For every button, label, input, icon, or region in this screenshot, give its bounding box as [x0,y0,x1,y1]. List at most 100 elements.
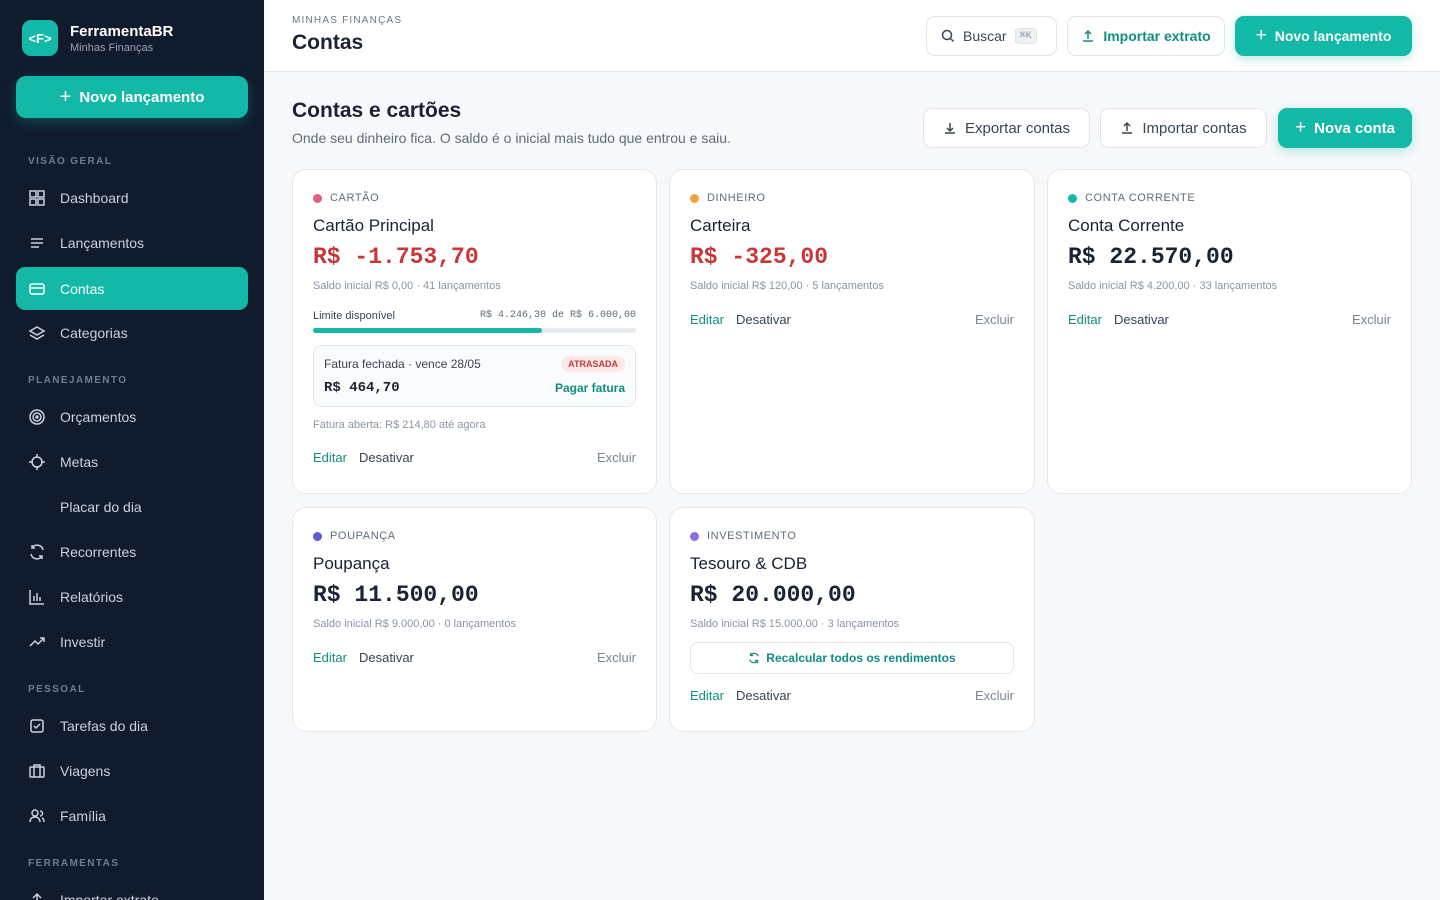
plus-icon: + [59,85,72,108]
account-type: POUPANÇA [330,530,396,542]
nav-item[interactable]: Dashboard [16,176,248,219]
disable-link[interactable]: Desativar [1113,312,1169,327]
page-title: Contas [292,31,364,54]
invoice-title: Fatura fechada · vence 28/05 [324,357,481,371]
new-entry-button[interactable]: + Novo lançamento [1235,16,1412,56]
account-name: Poupança [313,554,390,573]
import-button[interactable]: Importar contas [1100,108,1267,148]
new-account-button[interactable]: + Nova conta [1278,108,1412,148]
nav-item[interactable]: Viagens [16,749,248,792]
account-details: Saldo inicial R$ 4.200,00 · 33 lançament… [1068,280,1278,292]
limit-label: Limite disponível [313,310,395,322]
account-details: Saldo inicial R$ 120,00 · 5 lançamentos [690,280,884,292]
label: Importar extrato [1103,28,1211,44]
brand[interactable]: <F> FerramentaBR Minhas Finanças [22,20,173,56]
edit-link[interactable]: Editar [313,650,347,665]
invoice-status: ATRASADA [561,356,625,372]
limit-bar [313,328,636,333]
delete-link[interactable]: Excluir [974,688,1014,703]
section-title: PLANEJAMENTO [28,375,128,386]
account-type: CARTÃO [330,192,380,204]
label: Família [60,807,106,824]
logo: <F> [22,20,58,56]
nav-item[interactable]: Orçamentos [16,395,248,438]
label: Recalcular todos os rendimentos [766,651,956,665]
account-balance: R$ -325,00 [690,244,829,270]
new-entry-button[interactable]: + Novo lançamento [16,76,248,118]
nav-item-active[interactable]: Contas [16,267,248,310]
label: Placar do dia [60,498,142,515]
account-balance: R$ 20.000,00 [690,582,856,608]
label: Relatórios [60,588,124,605]
account-type: DINHEIRO [707,192,766,204]
account-balance: R$ 11.500,00 [313,582,479,608]
account-card: CONTA CORRENTE Conta Corrente R$ 22.570,… [1047,169,1412,494]
brand-name: FerramentaBR [70,22,174,40]
account-name: Tesouro & CDB [690,554,808,573]
invoice-amount: R$ 464,70 [324,380,400,396]
type-dot [690,531,699,541]
eyebrow: MINHAS FINANÇAS [292,15,403,26]
account-type: INVESTIMENTO [707,530,797,542]
disable-link[interactable]: Desativar [735,312,791,327]
account-details: Saldo inicial R$ 15.000,00 · 3 lançament… [690,618,900,630]
nav-item[interactable]: Tarefas do dia [16,704,248,747]
account-card: POUPANÇA Poupança R$ 11.500,00 Saldo ini… [292,507,657,732]
edit-link[interactable]: Editar [690,688,724,703]
nav-item[interactable]: Lançamentos [16,221,248,264]
delete-link[interactable]: Excluir [974,312,1014,327]
nav-item[interactable]: Placar do dia [16,485,248,528]
brand-subtitle: Minhas Finanças [70,41,154,54]
type-dot [690,193,699,203]
edit-link[interactable]: Editar [313,450,347,465]
open-invoice: Fatura aberta: R$ 214,80 até agora [313,419,486,431]
account-details: Saldo inicial R$ 9.000,00 · 0 lançamento… [313,618,517,630]
label: Lançamentos [60,234,145,251]
disable-link[interactable]: Desativar [735,688,791,703]
import-statement-button[interactable]: Importar extrato [1067,16,1225,56]
label: Metas [60,453,99,470]
section-title: VISÃO GERAL [28,156,113,167]
section-title: Contas e cartões [292,99,462,122]
disable-link[interactable]: Desativar [358,450,414,465]
edit-link[interactable]: Editar [1068,312,1102,327]
disable-link[interactable]: Desativar [358,650,414,665]
shortcut: ⌘K [1014,28,1037,44]
nav-item[interactable]: Categorias [16,311,248,354]
nav-item[interactable]: Importar extrato [16,878,248,900]
label: Nova conta [1314,119,1395,137]
limit-value: R$ 4.246,30 de R$ 6.000,00 [479,310,636,321]
nav-item[interactable]: Família [16,794,248,837]
recalculate-button[interactable]: Recalcular todos os rendimentos [690,642,1014,674]
edit-link[interactable]: Editar [690,312,724,327]
type-dot [1068,193,1077,203]
account-card: CARTÃO Cartão Principal R$ -1.753,70 Sal… [292,169,657,494]
label: Importar contas [1142,119,1247,137]
label: Viagens [60,762,111,779]
delete-link[interactable]: Excluir [1351,312,1391,327]
section-subtitle: Onde seu dinheiro fica. O saldo é o inic… [292,130,731,146]
export-button[interactable]: Exportar contas [923,108,1090,148]
label: Buscar [963,28,1007,44]
nav-item[interactable]: Recorrentes [16,530,248,573]
limit-bar-fill [313,328,543,333]
label: Recorrentes [60,543,137,560]
nav-item[interactable]: Investir [16,620,248,663]
label: Novo lançamento [1274,28,1392,44]
plus-icon: + [1255,25,1267,46]
search-button[interactable]: Buscar ⌘K [926,16,1057,56]
nav-item[interactable]: Relatórios [16,575,248,618]
type-dot [313,193,322,203]
delete-link[interactable]: Excluir [596,450,636,465]
sidebar: <F> FerramentaBR Minhas Finanças + Novo la… [0,0,264,900]
pay-invoice-link[interactable]: Pagar fatura [554,381,625,395]
label: Tarefas do dia [60,717,148,734]
label: Importar extrato [60,891,159,900]
nav-item[interactable]: Metas [16,440,248,483]
label: Exportar contas [964,119,1071,137]
account-type: CONTA CORRENTE [1085,192,1196,204]
label: Orçamentos [60,408,137,425]
account-balance: R$ -1.753,70 [313,244,479,270]
account-name: Cartão Principal [313,216,434,235]
delete-link[interactable]: Excluir [596,650,636,665]
